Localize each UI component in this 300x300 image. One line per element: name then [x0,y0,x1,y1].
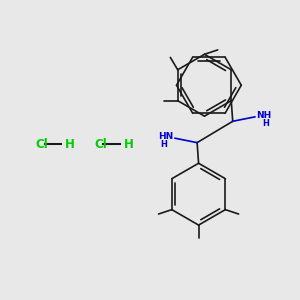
Text: H: H [64,138,74,151]
Text: H: H [124,138,134,151]
Text: NH: NH [256,111,272,120]
Text: Cl: Cl [35,138,48,151]
Text: Cl: Cl [94,138,107,151]
Text: HN: HN [158,132,174,141]
Text: H: H [262,119,269,128]
Text: H: H [160,140,167,149]
